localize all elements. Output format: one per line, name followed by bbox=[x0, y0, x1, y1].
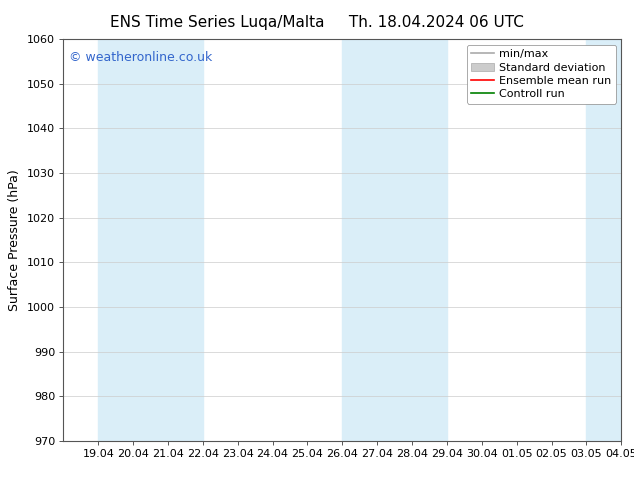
Bar bbox=[342, 39, 447, 441]
Bar bbox=[586, 39, 621, 441]
Y-axis label: Surface Pressure (hPa): Surface Pressure (hPa) bbox=[8, 169, 22, 311]
Text: © weatheronline.co.uk: © weatheronline.co.uk bbox=[69, 51, 212, 64]
Text: ENS Time Series Luqa/Malta     Th. 18.04.2024 06 UTC: ENS Time Series Luqa/Malta Th. 18.04.202… bbox=[110, 15, 524, 30]
Bar bbox=[98, 39, 203, 441]
Legend: min/max, Standard deviation, Ensemble mean run, Controll run: min/max, Standard deviation, Ensemble me… bbox=[467, 45, 616, 104]
